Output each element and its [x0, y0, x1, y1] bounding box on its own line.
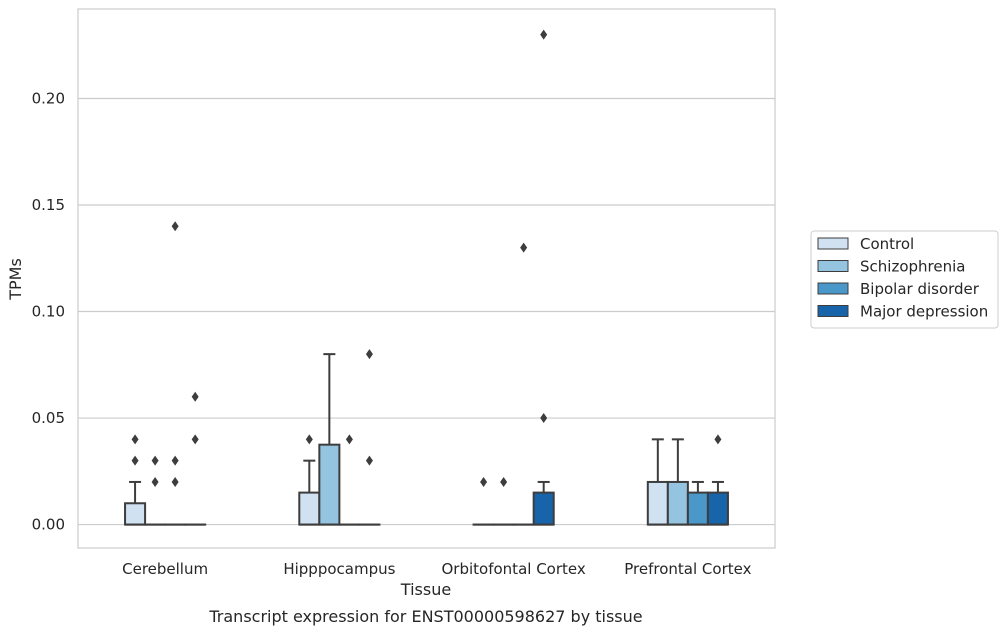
box-body	[686, 491, 709, 526]
legend-swatch	[817, 282, 849, 295]
box-group	[164, 221, 187, 526]
outlier-point	[131, 434, 139, 445]
box-body	[298, 491, 321, 526]
outlier-point	[131, 455, 139, 466]
outlier-point	[191, 391, 199, 402]
outlier-point	[171, 476, 179, 487]
y-tick-label: 0.05	[32, 409, 65, 427]
outlier-point	[500, 476, 508, 487]
box-group	[358, 349, 381, 526]
box-group	[338, 434, 361, 526]
outlier-point	[171, 455, 179, 466]
outlier-point	[540, 413, 548, 424]
box-group	[512, 242, 535, 526]
outlier-point	[171, 221, 179, 232]
legend-swatch	[817, 260, 849, 272]
legend-swatch	[817, 305, 849, 317]
box-group	[144, 455, 167, 526]
y-tick-labels: 0.00 0.05 0.10 0.15 0.20	[32, 89, 65, 533]
box-body	[532, 491, 555, 526]
y-tick-label: 0.10	[32, 303, 65, 321]
gridlines	[78, 97, 775, 526]
box-group	[532, 29, 555, 526]
figure-caption: Transcript expression for ENST0000059862…	[208, 607, 642, 626]
plot-frame	[77, 8, 776, 549]
box-group	[646, 438, 669, 526]
legend: Control Schizophrenia Bipolar disorder Majo…	[810, 230, 999, 329]
y-tick-label: 0.20	[32, 89, 65, 107]
outlier-point	[540, 29, 548, 40]
box-body	[124, 502, 147, 526]
box-group	[124, 434, 147, 526]
outlier-point	[365, 455, 373, 466]
box-group	[318, 353, 341, 526]
outlier-point	[305, 434, 313, 445]
box-body	[666, 480, 689, 526]
y-axis-title: TPMs	[6, 258, 25, 301]
box-body	[646, 480, 669, 526]
outlier-point	[365, 349, 373, 360]
box-group	[492, 476, 515, 526]
x-tick-label: Hipppocampus	[283, 560, 395, 578]
box-group	[706, 434, 729, 526]
x-axis-title: Tissue	[400, 580, 451, 599]
boxes	[124, 29, 729, 526]
x-tick-labels: Cerebellum Hipppocampus Orbitofontal Corte…	[122, 560, 751, 578]
legend-label: Major depression	[860, 303, 988, 321]
box-group	[184, 391, 207, 526]
x-tick-label: Orbitofontal Cortex	[442, 560, 586, 578]
box-body	[318, 443, 341, 526]
x-tick-label: Cerebellum	[122, 560, 208, 578]
legend-label: Schizophrenia	[860, 258, 965, 276]
box-group	[298, 434, 321, 526]
outlier-point	[480, 476, 488, 487]
x-tick-label: Prefrontal Cortex	[624, 560, 751, 578]
box-group	[666, 438, 689, 526]
y-tick-label: 0.00	[32, 516, 65, 534]
outlier-point	[714, 434, 722, 445]
box-group	[686, 480, 709, 526]
box-group	[472, 476, 495, 526]
legend-frame	[810, 230, 999, 329]
outlier-point	[191, 434, 199, 445]
y-tick-label: 0.15	[32, 196, 65, 214]
box-body	[706, 491, 729, 526]
outlier-point	[345, 434, 353, 445]
outlier-point	[151, 455, 159, 466]
outlier-point	[151, 476, 159, 487]
legend-label: Bipolar disorder	[860, 280, 980, 298]
legend-swatch	[817, 237, 849, 250]
legend-label: Control	[860, 235, 914, 253]
outlier-point	[520, 242, 528, 253]
